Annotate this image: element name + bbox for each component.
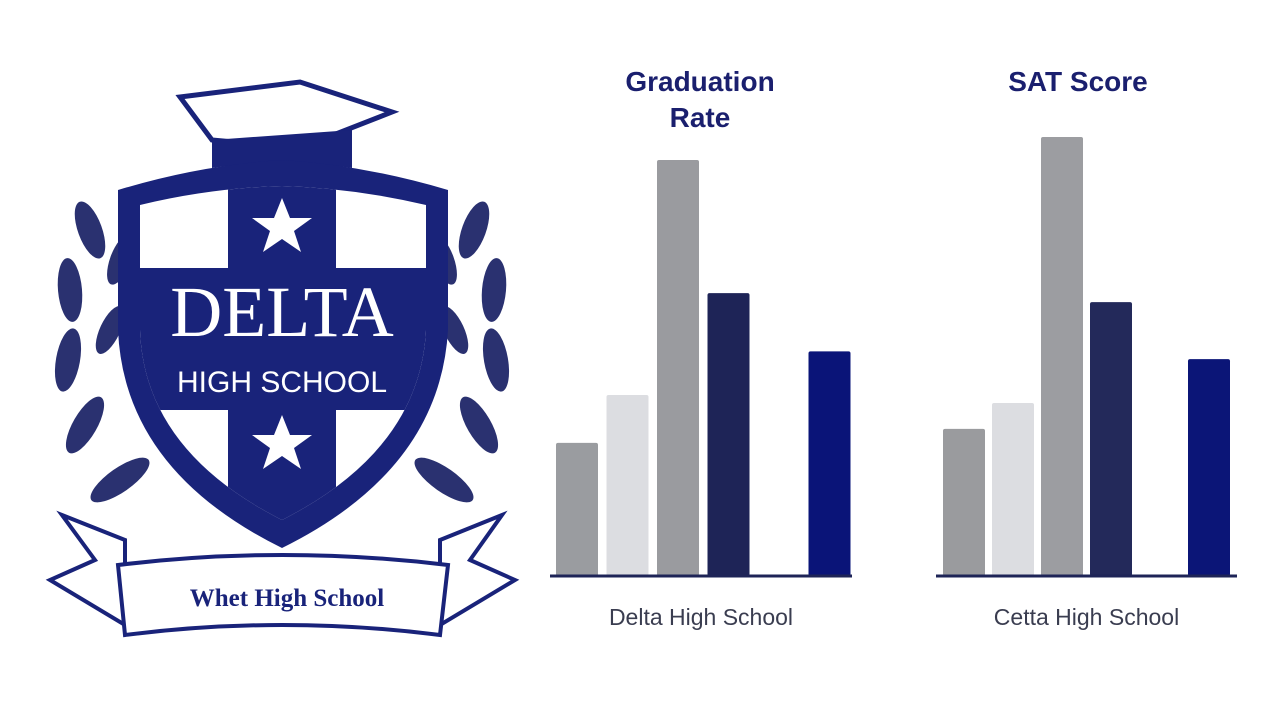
bar (1041, 137, 1083, 576)
chart-title: Graduation Rate (625, 66, 775, 133)
bar (808, 351, 851, 576)
x-axis-label: Cetta High School (993, 604, 1180, 630)
logo-name: DELTA (170, 272, 394, 352)
bar (556, 442, 598, 576)
logo: DELTA HIGH SCHOOL Whet High School (45, 79, 520, 638)
bar (1090, 302, 1132, 576)
bar (657, 160, 699, 576)
bar (606, 395, 649, 576)
logo-subtitle: HIGH SCHOOL (177, 366, 387, 399)
chart-title: SAT Score (1008, 66, 1148, 97)
bar (992, 403, 1034, 576)
bar (707, 293, 750, 576)
x-axis-label: Delta High School (608, 604, 794, 630)
logo-banner: Whet High School (190, 585, 385, 612)
bar (1188, 359, 1230, 576)
bar (943, 428, 985, 576)
